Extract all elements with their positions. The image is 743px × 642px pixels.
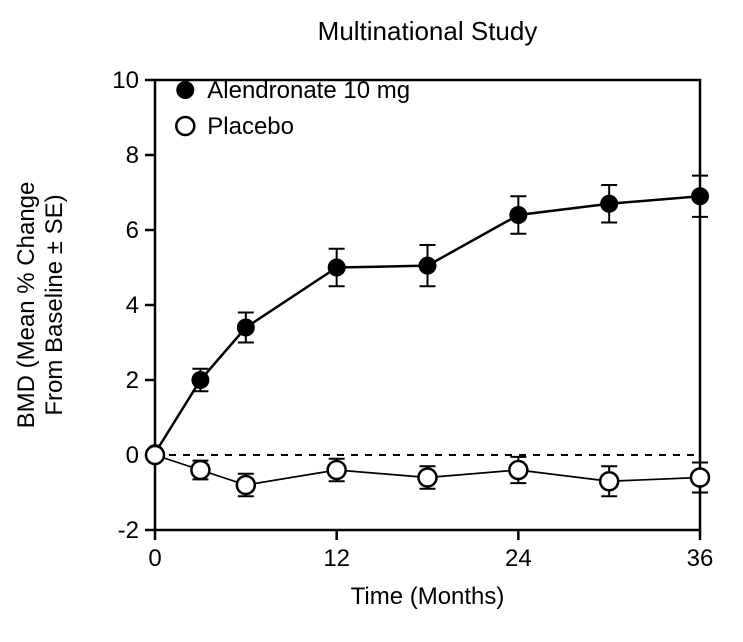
- y-tick-label: 10: [112, 67, 139, 94]
- data-point-open: [600, 472, 618, 490]
- data-point-filled: [509, 206, 527, 224]
- data-point-open: [191, 461, 209, 479]
- legend-label: Placebo: [207, 113, 294, 140]
- x-tick-label: 24: [505, 545, 532, 572]
- data-point-filled: [691, 187, 709, 205]
- legend-marker-filled: [176, 81, 194, 99]
- y-tick-label: -2: [118, 517, 139, 544]
- chart-container: Multinational Study0122436-20246810Time …: [0, 0, 743, 642]
- data-point-filled: [328, 259, 346, 277]
- data-point-open: [691, 469, 709, 487]
- legend-label: Alendronate 10 mg: [207, 77, 410, 104]
- chart-title: Multinational Study: [318, 16, 538, 46]
- data-point-filled: [600, 195, 618, 213]
- y-tick-label: 8: [126, 142, 139, 169]
- x-tick-label: 0: [148, 545, 161, 572]
- y-tick-label: 0: [126, 442, 139, 469]
- data-point-open: [328, 461, 346, 479]
- data-point-filled: [419, 257, 437, 275]
- svg-text:BMD (Mean % Change: BMD (Mean % Change: [13, 182, 40, 429]
- data-point-filled: [237, 319, 255, 337]
- legend-marker-open: [176, 117, 194, 135]
- y-tick-label: 4: [126, 292, 139, 319]
- data-point-open: [509, 461, 527, 479]
- data-point-open: [146, 446, 164, 464]
- x-tick-label: 12: [323, 545, 350, 572]
- y-tick-label: 2: [126, 367, 139, 394]
- data-point-filled: [191, 371, 209, 389]
- svg-text:From Baseline ± SE): From Baseline ± SE): [41, 194, 68, 415]
- y-axis-label: BMD (Mean % ChangeFrom Baseline ± SE): [13, 182, 68, 429]
- x-tick-label: 36: [687, 545, 714, 572]
- bmd-line-chart: Multinational Study0122436-20246810Time …: [0, 0, 743, 642]
- data-point-open: [237, 476, 255, 494]
- data-point-open: [419, 469, 437, 487]
- x-axis-label: Time (Months): [351, 583, 505, 610]
- y-tick-label: 6: [126, 217, 139, 244]
